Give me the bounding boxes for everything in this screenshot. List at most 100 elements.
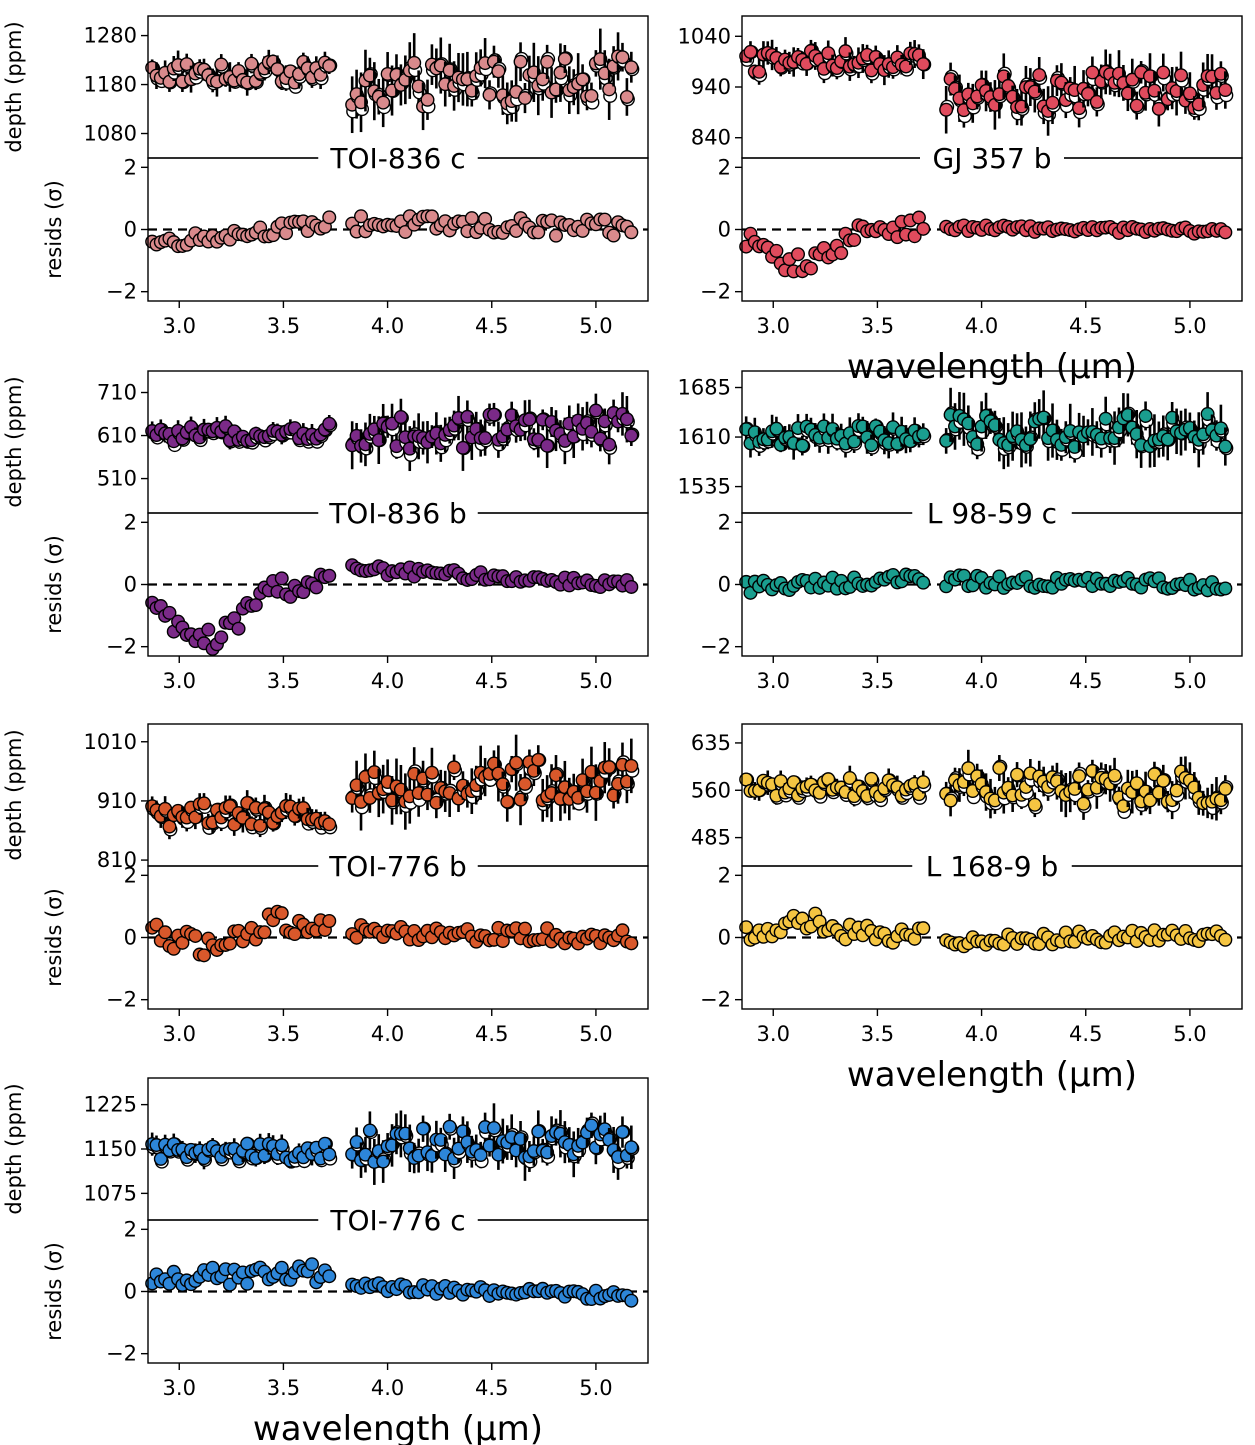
- data-point: [1010, 767, 1025, 782]
- resid-point: [834, 246, 849, 261]
- x-tick-label: 3.5: [267, 314, 300, 338]
- resid-point: [304, 1257, 319, 1272]
- resid-point: [196, 948, 211, 963]
- data-point: [362, 1123, 377, 1138]
- resid-ylabel: resids (σ): [42, 535, 66, 634]
- resid-series: [145, 209, 648, 254]
- data-point: [619, 412, 634, 427]
- x-tick-label: 5.0: [1173, 1022, 1206, 1046]
- x-tick-label: 5.0: [1173, 314, 1206, 338]
- data-point: [1156, 65, 1171, 80]
- resid-point: [916, 221, 931, 236]
- y-tick-label: −2: [106, 988, 137, 1012]
- data-point: [420, 92, 435, 107]
- data-point: [624, 1140, 639, 1155]
- panel-toi-836-b: TOI-836 b 510 610 710 −2 0 2 3.0 3.5 4.0 4.5 5.0 dep…: [2, 370, 649, 693]
- data-point: [624, 758, 639, 773]
- data-point: [455, 440, 470, 455]
- data-point: [322, 817, 337, 832]
- y-tick-label: 2: [124, 510, 137, 534]
- x-tick-label: 3.0: [163, 314, 196, 338]
- resid-point: [606, 228, 621, 243]
- resid-point: [240, 1276, 255, 1291]
- y-tick-label: 1180: [84, 73, 137, 97]
- data-point: [752, 64, 767, 79]
- resid-point: [222, 936, 237, 951]
- depth-ylabel: depth (ppm): [2, 376, 26, 507]
- panel-title: TOI-776 b: [328, 850, 467, 883]
- x-tick-label: 4.5: [475, 669, 508, 693]
- data-point: [1138, 408, 1153, 423]
- resid-point: [624, 1293, 639, 1308]
- y-tick-label: 2: [718, 863, 731, 887]
- data-point: [1169, 783, 1184, 798]
- data-point: [584, 88, 599, 103]
- x-tick-label: 3.0: [163, 1022, 196, 1046]
- data-point: [624, 428, 639, 443]
- resid-series: [145, 904, 648, 963]
- x-tick-label: 4.0: [965, 314, 998, 338]
- x-tick-label: 3.0: [757, 1022, 790, 1046]
- title-background: [318, 849, 478, 883]
- resid-point: [274, 906, 289, 921]
- depth-series: [739, 37, 1234, 136]
- panel-l-98-59-c: L 98-59 c 1535 1610 1685 −2 0 2 3.0 3.5 4.0 4.5 5.0: [678, 370, 1243, 693]
- data-point: [153, 1151, 168, 1166]
- data-point: [509, 755, 524, 770]
- x-tick-label: 3.0: [163, 1376, 196, 1400]
- x-tick-label: 3.5: [861, 669, 894, 693]
- resid-point: [769, 243, 784, 258]
- y-tick-label: 0: [718, 218, 731, 242]
- x-tick-label: 4.5: [1069, 669, 1102, 693]
- y-tick-label: 0: [124, 573, 137, 597]
- depth-series: [145, 1103, 640, 1185]
- resid-point: [549, 228, 564, 243]
- resid-point: [322, 210, 337, 225]
- resid-point: [231, 621, 246, 636]
- resid-point: [531, 225, 546, 240]
- data-point: [416, 1121, 431, 1136]
- x-axis-label: wavelength (μm): [847, 347, 1137, 387]
- resid-series: [739, 210, 1242, 279]
- data-point: [540, 54, 555, 69]
- x-tick-label: 5.0: [579, 669, 612, 693]
- resid-series: [145, 1257, 648, 1308]
- y-tick-label: 910: [97, 789, 137, 813]
- data-point: [517, 91, 532, 106]
- y-tick-label: −2: [700, 635, 731, 659]
- x-tick-label: 4.5: [1069, 1022, 1102, 1046]
- x-tick-label: 5.0: [579, 1022, 612, 1046]
- resid-point: [214, 630, 229, 645]
- resid-point: [424, 209, 439, 224]
- data-point: [1218, 439, 1233, 454]
- data-point: [513, 54, 528, 69]
- data-point: [486, 407, 501, 422]
- data-point: [1076, 796, 1091, 811]
- data-point: [270, 62, 285, 77]
- data-point: [274, 1138, 289, 1153]
- x-tick-label: 4.5: [475, 1022, 508, 1046]
- title-background: [318, 1203, 478, 1237]
- resid-point: [274, 571, 289, 586]
- resid-point: [624, 936, 639, 951]
- x-tick-label: 4.0: [371, 1376, 404, 1400]
- panel-gj-357-b: GJ 357 b 840 940 1040 −2 0 2 3.0 3.5 4.0 4.5 5.0 wav…: [678, 15, 1243, 387]
- depth-series: [145, 734, 640, 840]
- y-tick-label: 2: [124, 863, 137, 887]
- resid-point: [309, 580, 324, 595]
- data-point: [424, 765, 439, 780]
- depth-series: [145, 392, 640, 472]
- data-point: [322, 416, 337, 431]
- x-tick-label: 5.0: [579, 1376, 612, 1400]
- data-point: [916, 775, 931, 790]
- data-point: [517, 776, 532, 791]
- data-point: [795, 438, 810, 453]
- data-point: [619, 89, 634, 104]
- data-point: [1032, 67, 1047, 82]
- y-tick-label: 1075: [84, 1181, 137, 1205]
- y-tick-label: 610: [97, 424, 137, 448]
- y-tick-label: 510: [97, 467, 137, 491]
- depth-series: [739, 387, 1234, 470]
- data-point: [961, 761, 976, 776]
- resid-ylabel: resids (σ): [42, 180, 66, 279]
